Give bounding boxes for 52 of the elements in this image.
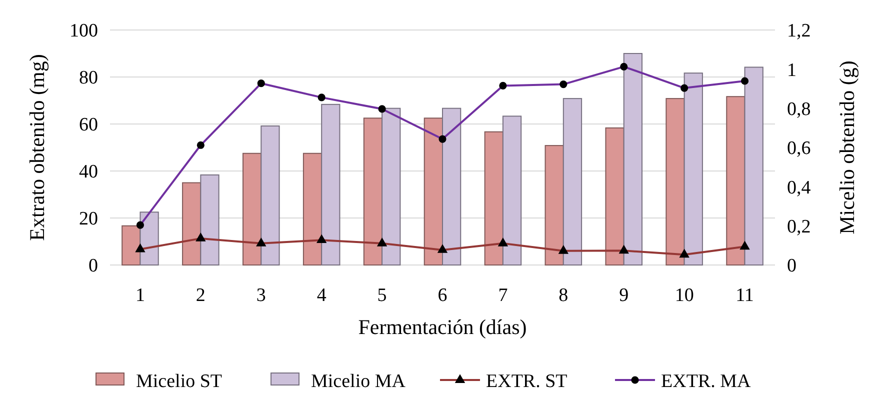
bar bbox=[200, 174, 220, 266]
y2-tick-label: 0,6 bbox=[787, 138, 811, 160]
y2-tick-label: 0,2 bbox=[787, 216, 811, 238]
legend-label: Micelio ST bbox=[136, 371, 222, 392]
y-tick-label: 80 bbox=[79, 68, 98, 89]
x-tick-label: 2 bbox=[196, 285, 206, 306]
bar bbox=[363, 118, 383, 266]
legend-label: EXTR. ST bbox=[486, 371, 568, 392]
y-tick-label: 100 bbox=[70, 20, 98, 42]
x-tick-label: 8 bbox=[558, 285, 568, 306]
bar bbox=[623, 53, 642, 266]
bar bbox=[321, 104, 340, 266]
x-tick-label: 1 bbox=[135, 285, 145, 306]
bar bbox=[562, 98, 582, 266]
bar bbox=[260, 125, 280, 266]
x-tick-label: 7 bbox=[498, 285, 508, 306]
x-tick-label: 9 bbox=[619, 285, 629, 306]
bar bbox=[302, 152, 322, 266]
bar bbox=[484, 131, 504, 266]
bar bbox=[122, 225, 141, 266]
x-axis-title: Fermentación (días) bbox=[358, 315, 527, 339]
y2-tick-label: 0,4 bbox=[787, 177, 812, 198]
y2-axis-title: Micelio obtenido (g) bbox=[835, 60, 859, 234]
y-tick-label: 20 bbox=[79, 208, 98, 230]
y2-tick-label: 1 bbox=[787, 60, 796, 81]
bar bbox=[502, 116, 522, 266]
bar bbox=[544, 145, 564, 266]
x-tick-label: 3 bbox=[256, 285, 266, 306]
bar bbox=[605, 127, 624, 266]
legend-label: Micelio MA bbox=[311, 371, 406, 392]
y2-tick-label: 1,2 bbox=[787, 20, 811, 42]
bar bbox=[382, 108, 401, 266]
bar bbox=[726, 96, 746, 266]
y-tick-label: 40 bbox=[79, 162, 98, 183]
y2-tick-label: 0,8 bbox=[787, 98, 811, 120]
y-axis-title: Extrato obtenido (mg) bbox=[25, 54, 49, 241]
x-tick-label: 5 bbox=[377, 285, 387, 306]
bar bbox=[182, 182, 202, 266]
y2-tick-label: 0 bbox=[787, 256, 796, 277]
y-tick-label: 60 bbox=[79, 114, 98, 136]
x-tick-label: 4 bbox=[316, 285, 327, 306]
legend-label: EXTR. MA bbox=[661, 371, 751, 392]
bar bbox=[744, 66, 764, 266]
bar bbox=[442, 108, 462, 266]
bar bbox=[242, 152, 262, 266]
bar bbox=[684, 72, 703, 266]
bar bbox=[424, 118, 443, 266]
bar bbox=[666, 98, 685, 266]
x-tick-label: 10 bbox=[674, 285, 694, 306]
x-tick-label: 6 bbox=[438, 285, 448, 306]
y-tick-label: 0 bbox=[88, 256, 98, 277]
x-tick-label: 11 bbox=[736, 285, 754, 306]
